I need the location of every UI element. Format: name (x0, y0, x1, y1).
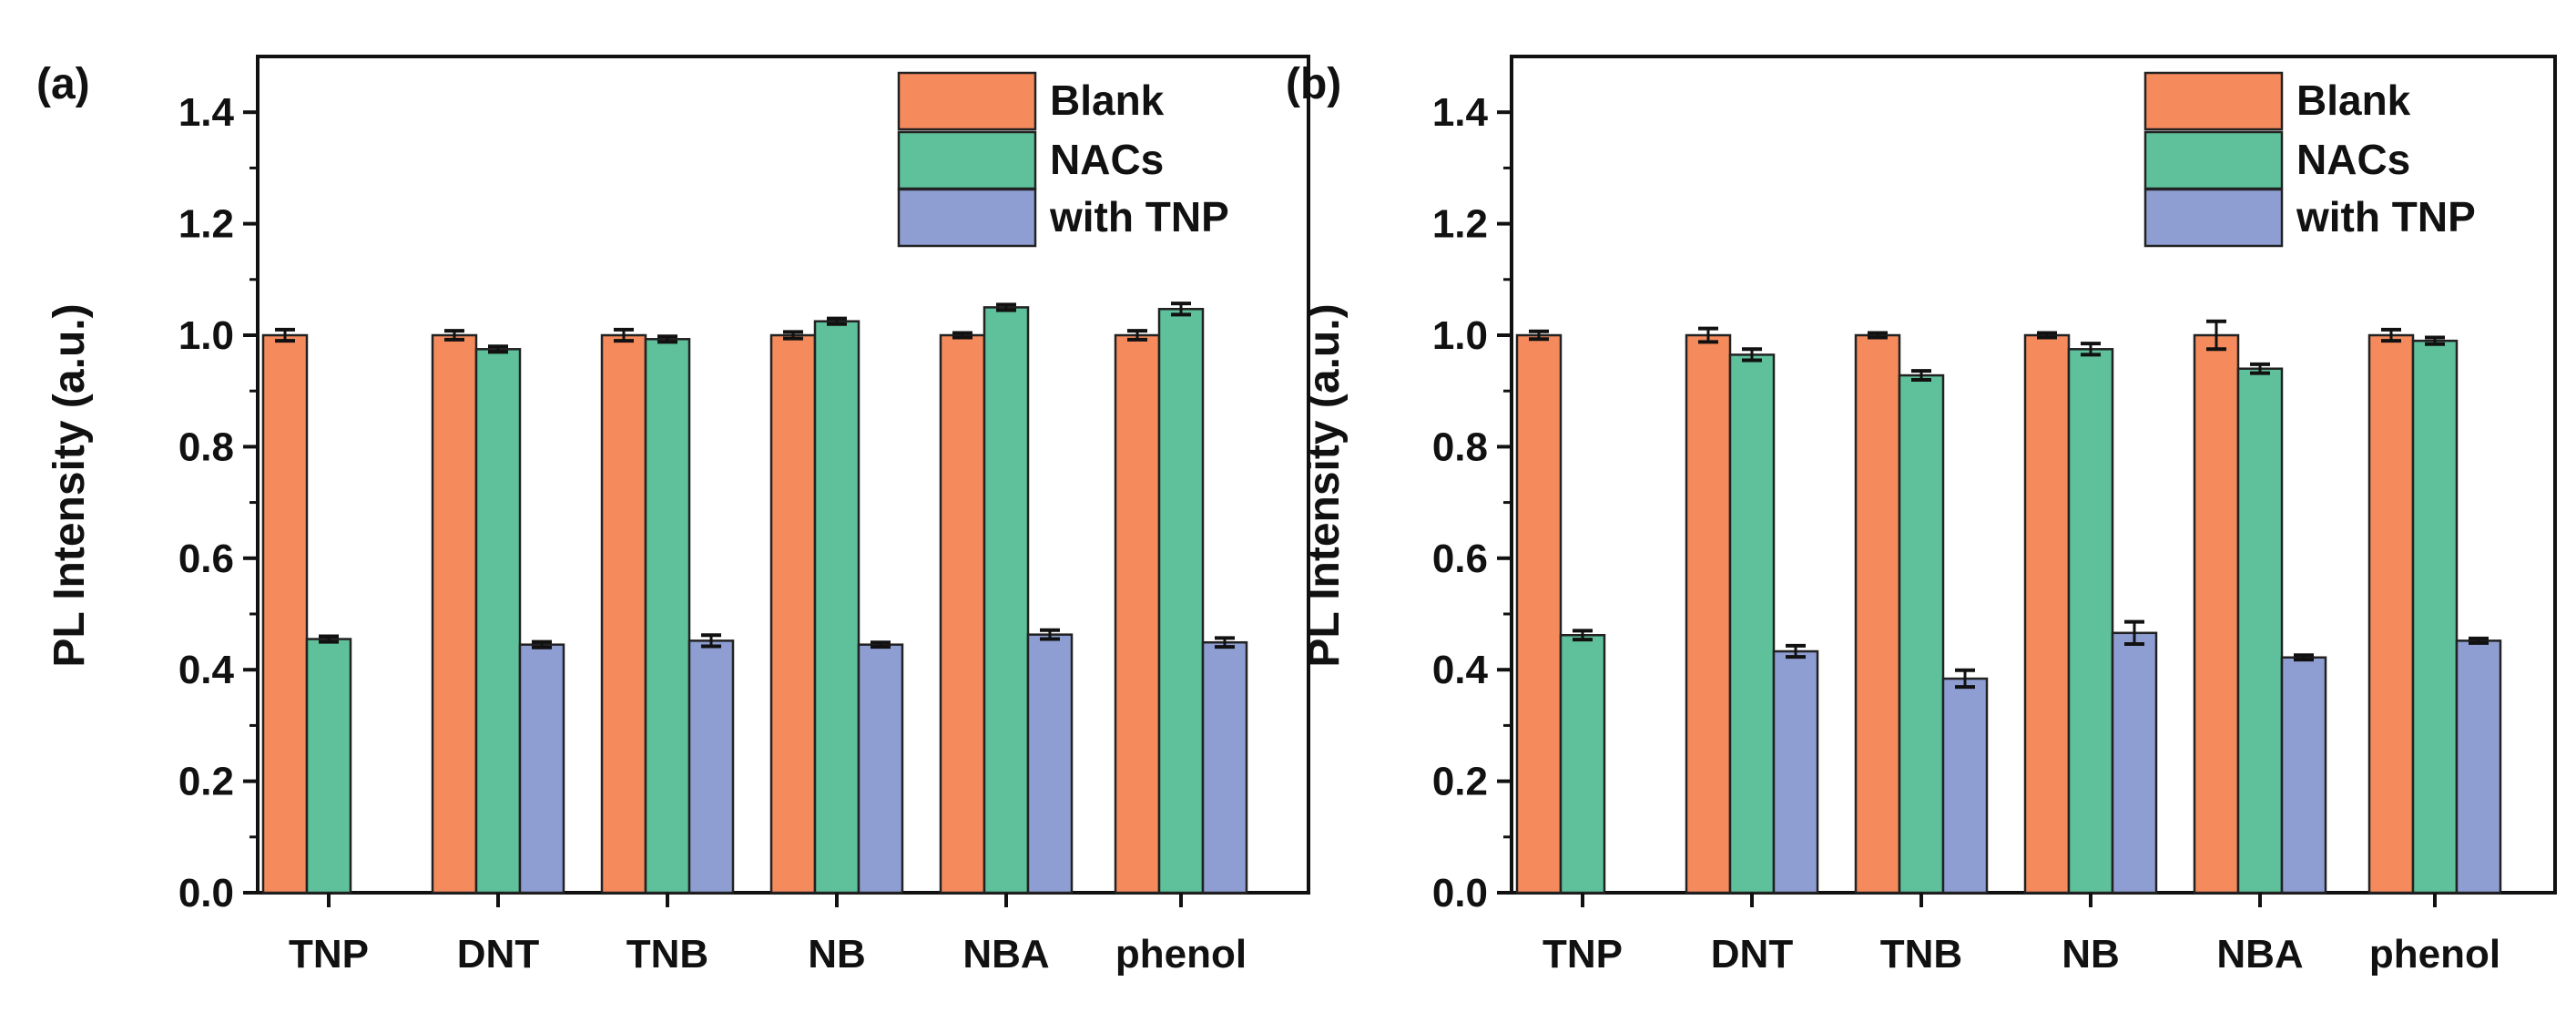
x-tick-label-nb: NB (2062, 932, 2120, 977)
y-axis-label: PL Intensity (a.u.) (1300, 303, 1349, 667)
panel-b: 0.0 0.2 0.4 0.6 0.8 1.0 1.2 1.4 PL Intensity (a.… (1286, 55, 2557, 977)
x-tick-label-phenol: phenol (1115, 932, 1247, 977)
bar-blank-category-tnp (1515, 333, 1563, 895)
bar-blank-category-tnb (1854, 333, 1901, 895)
y-tick-label: 1.4 (178, 90, 235, 135)
legend-label-blank: Blank (2296, 77, 2411, 124)
bar-with-tnp-category-dnt (1772, 649, 1819, 895)
bar-with-tnp-category-tnb (687, 639, 735, 895)
legend-swatch-with-tnp (2143, 188, 2284, 248)
bar-with-tnp-category-tnb (1941, 677, 1989, 895)
y-tick-label: 0.2 (178, 760, 234, 804)
legend-label-nacs: NACs (2296, 136, 2410, 183)
x-tick-label-phenol: phenol (2369, 932, 2500, 977)
y-tick-label: 0.4 (1432, 648, 1489, 692)
y-tick-label: 0.6 (1432, 537, 1488, 581)
legend-swatch-nacs (897, 130, 1037, 190)
legend-swatch-nacs (2143, 130, 2284, 190)
y-tick-label: 0.2 (1432, 760, 1488, 804)
bar-nacs-category-nb (2067, 348, 2114, 895)
bar-blank-category-nba (2193, 333, 2240, 895)
bar-nacs-category-nba (983, 306, 1030, 895)
y-tick-label: 1.0 (178, 313, 234, 358)
bar-blank-category-dnt (431, 333, 478, 895)
bar-with-tnp-category-nb (857, 643, 904, 895)
x-tick-label-nb: NB (808, 932, 866, 977)
bar-nacs-category-nb (813, 320, 860, 895)
x-tick-label-dnt: DNT (1711, 932, 1794, 977)
y-tick-label: 0.8 (1432, 424, 1488, 469)
panel-label: (a) (36, 60, 90, 108)
bar-blank-category-tnp (261, 333, 309, 895)
y-tick-label: 0.0 (178, 871, 234, 915)
y-tick-label: 0.8 (178, 424, 234, 469)
bar-blank-category-nb (769, 333, 817, 895)
y-tick-label: 1.2 (178, 202, 234, 247)
bar-nacs-category-dnt (1728, 353, 1776, 895)
x-tick-label-tnp: TNP (289, 932, 369, 977)
x-tick-label-nba: NBA (962, 932, 1049, 977)
x-tick-label-tnb: TNB (626, 932, 708, 977)
panel-label: (b) (1286, 60, 1341, 108)
bar-with-tnp-category-dnt (518, 643, 565, 895)
bar-nacs-category-phenol (2411, 339, 2459, 895)
bar-blank-category-phenol (2367, 333, 2415, 895)
y-tick-label: 1.2 (1432, 202, 1488, 247)
panel-a: 0.0 0.2 0.4 0.6 0.8 1.0 1.2 1.4 PL Intensity (a.… (36, 55, 1310, 977)
bar-blank-category-dnt (1685, 333, 1732, 895)
legend-label-with-tnp: with TNP (1049, 193, 1229, 240)
legend-label-blank: Blank (1050, 77, 1165, 124)
bar-blank-category-nba (939, 333, 986, 895)
y-axis-label: PL Intensity (a.u.) (46, 303, 94, 667)
bar-with-tnp-category-phenol (1201, 640, 1248, 895)
bar-with-tnp-category-phenol (2455, 639, 2502, 895)
bar-blank-category-nb (2023, 333, 2071, 895)
x-tick-label-nba: NBA (2216, 932, 2303, 977)
bar-blank-category-tnb (600, 333, 647, 895)
y-tick-label: 1.0 (1432, 313, 1488, 358)
bar-nacs-category-tnb (644, 338, 691, 895)
x-tick-label-tnb: TNB (1880, 932, 1962, 977)
bar-nacs-category-dnt (474, 348, 522, 895)
y-tick-label: 1.4 (1432, 90, 1489, 135)
legend-label-with-tnp: with TNP (2296, 193, 2476, 240)
bar-nacs-category-phenol (1157, 307, 1205, 895)
bar-nacs-category-tnb (1898, 373, 1945, 895)
bar-nacs-category-nba (2236, 367, 2284, 895)
bar-nacs-category-tnp (1559, 634, 1606, 895)
y-tick-label: 0.4 (178, 648, 235, 692)
bar-with-tnp-category-nba (1026, 633, 1074, 895)
y-tick-label: 0.6 (178, 537, 234, 581)
bar-with-tnp-category-nba (2280, 656, 2327, 895)
bar-blank-category-phenol (1114, 333, 1161, 895)
legend-swatch-blank (2143, 71, 2284, 131)
bar-with-tnp-category-nb (2111, 631, 2158, 895)
legend-swatch-with-tnp (897, 188, 1037, 248)
y-tick-label: 0.0 (1432, 871, 1488, 915)
bar-nacs-category-tnp (305, 638, 352, 895)
x-tick-label-tnp: TNP (1543, 932, 1623, 977)
legend-label-nacs: NACs (1050, 136, 1164, 183)
legend-swatch-blank (897, 71, 1037, 131)
x-tick-label-dnt: DNT (457, 932, 540, 977)
